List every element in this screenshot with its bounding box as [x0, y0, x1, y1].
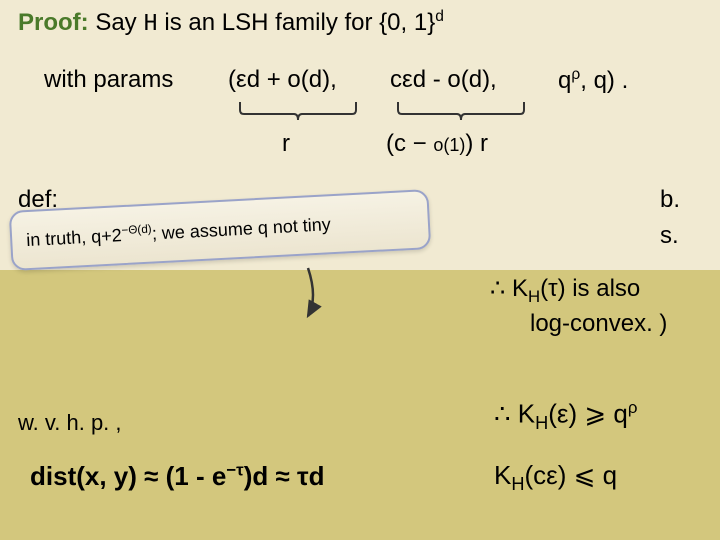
co1-pre: (c −	[386, 130, 433, 157]
r-label-1: r	[282, 130, 290, 158]
kh-therefore-1: ∴ KH(τ) is also	[490, 274, 640, 307]
kh3-exp: ρ	[628, 398, 638, 417]
param3-rest: , q) .	[580, 67, 628, 94]
proof-text-after: is an LSH family for {0, 1}	[158, 9, 435, 36]
kh3-post: (ε) ⩾ q	[548, 399, 628, 429]
param1: (εd + o(d),	[228, 66, 337, 94]
kh3-pre: K	[511, 399, 536, 429]
note-arrow	[300, 266, 360, 331]
param2: cεd - o(d),	[390, 66, 497, 94]
kh-logconvex: log-convex. )	[530, 310, 667, 338]
dist-exp: −τ	[226, 460, 243, 479]
param2-eps: ε	[402, 66, 413, 93]
note-exp: −Θ(d)	[121, 223, 152, 238]
proof-label: Proof:	[18, 9, 89, 36]
bracket-2	[394, 100, 534, 128]
kh4-sub: H	[511, 474, 524, 494]
kh1-sub: H	[528, 287, 540, 306]
proof-text-before: Say	[89, 9, 144, 36]
co1-small: o(1)	[433, 135, 465, 155]
kh4-pre: K	[494, 460, 511, 490]
proof-line: Proof: Say H is an LSH family for {0, 1}…	[18, 8, 444, 38]
kh1-post: (τ) is also	[540, 275, 640, 302]
co1-rest: ) r	[465, 130, 488, 157]
param1-eps: ε	[236, 66, 247, 93]
kh-ceps: KH(cε) ⩽ q	[494, 460, 617, 495]
param2-c: c	[390, 66, 402, 93]
param2-rest: d - o(d),	[413, 66, 497, 93]
therefore-2: ∴	[494, 399, 511, 429]
param1-rest: d + o(d),	[247, 66, 337, 93]
proof-exp-d: d	[435, 8, 444, 25]
rhs-s: s.	[660, 222, 679, 250]
note-text: in truth, q+2−Θ(d); we assume q not tiny	[26, 213, 332, 251]
with-params: with params	[44, 66, 173, 94]
param1-open: (	[228, 66, 236, 93]
param3-exp: ρ	[571, 66, 580, 83]
kh1-pre: K	[505, 275, 528, 302]
therefore-1: ∴	[490, 275, 505, 302]
kh3-sub: H	[535, 413, 548, 433]
param3-q: q	[558, 67, 571, 94]
r-label-2: (c − o(1)) r	[386, 130, 488, 158]
proof-H: H	[143, 11, 157, 38]
dist-mid: )d ≈ τd	[244, 461, 325, 491]
dist-line: dist(x, y) ≈ (1 - e−τ)d ≈ τd	[30, 460, 324, 492]
kh4-post: (cε) ⩽ q	[524, 460, 617, 490]
wvhp: w. v. h. p. ,	[18, 410, 122, 436]
note-post: ; we assume q not tiny	[151, 214, 331, 243]
kh-eps: ∴ KH(ε) ⩾ qρ	[494, 398, 637, 434]
param3: qρ, q) .	[558, 66, 628, 95]
rhs-b: b.	[660, 186, 680, 214]
note-pre: in truth, q+2	[26, 225, 122, 250]
dist-pre: dist(x, y) ≈ (1 - e	[30, 461, 226, 491]
bracket-1	[236, 100, 366, 128]
